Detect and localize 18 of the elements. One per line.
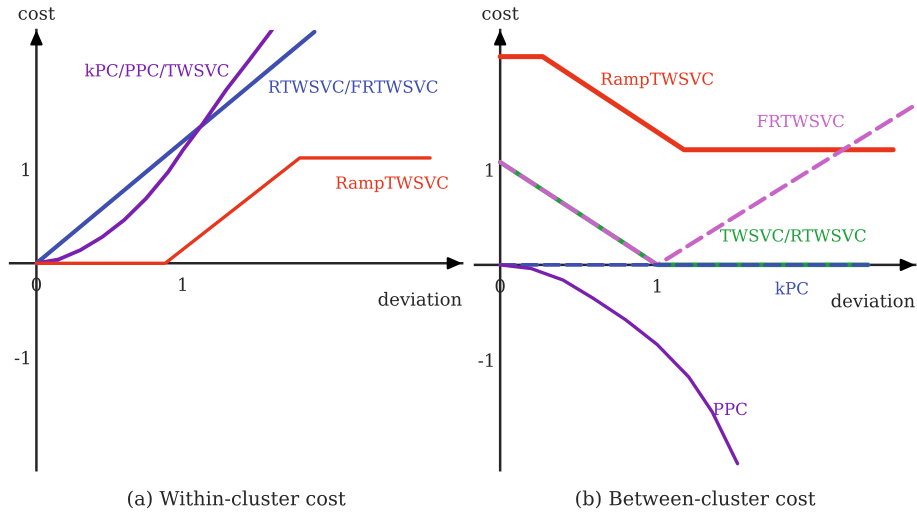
y-tick-label: -1 xyxy=(14,350,29,364)
text: (a) Within-cluster cost xyxy=(128,490,346,508)
series-label: RampTWSVC xyxy=(336,176,448,192)
text: (b) Between-cluster cost xyxy=(576,490,816,508)
y-axis-title: cost xyxy=(482,7,519,20)
x-tick-label: 1 xyxy=(179,277,186,291)
x-axis-title: deviation xyxy=(378,292,462,306)
series-label: kPC xyxy=(775,282,808,295)
series-label: RTWSVC/FRTWSVC xyxy=(268,80,438,94)
x-axis-title: deviation xyxy=(832,293,915,308)
series-label: FRTWSVC xyxy=(758,114,844,128)
series-label: TWSVC/RTWSVC xyxy=(720,229,866,244)
y-tick-label: -1 xyxy=(478,353,493,367)
series-label: kPC/PPC/TWSVC xyxy=(85,64,228,78)
series-label: PPC xyxy=(714,402,747,416)
y-axis-title: cost xyxy=(18,7,56,20)
x-tick-label: 1 xyxy=(654,279,661,292)
series-label: RampTWSVC xyxy=(601,72,714,88)
